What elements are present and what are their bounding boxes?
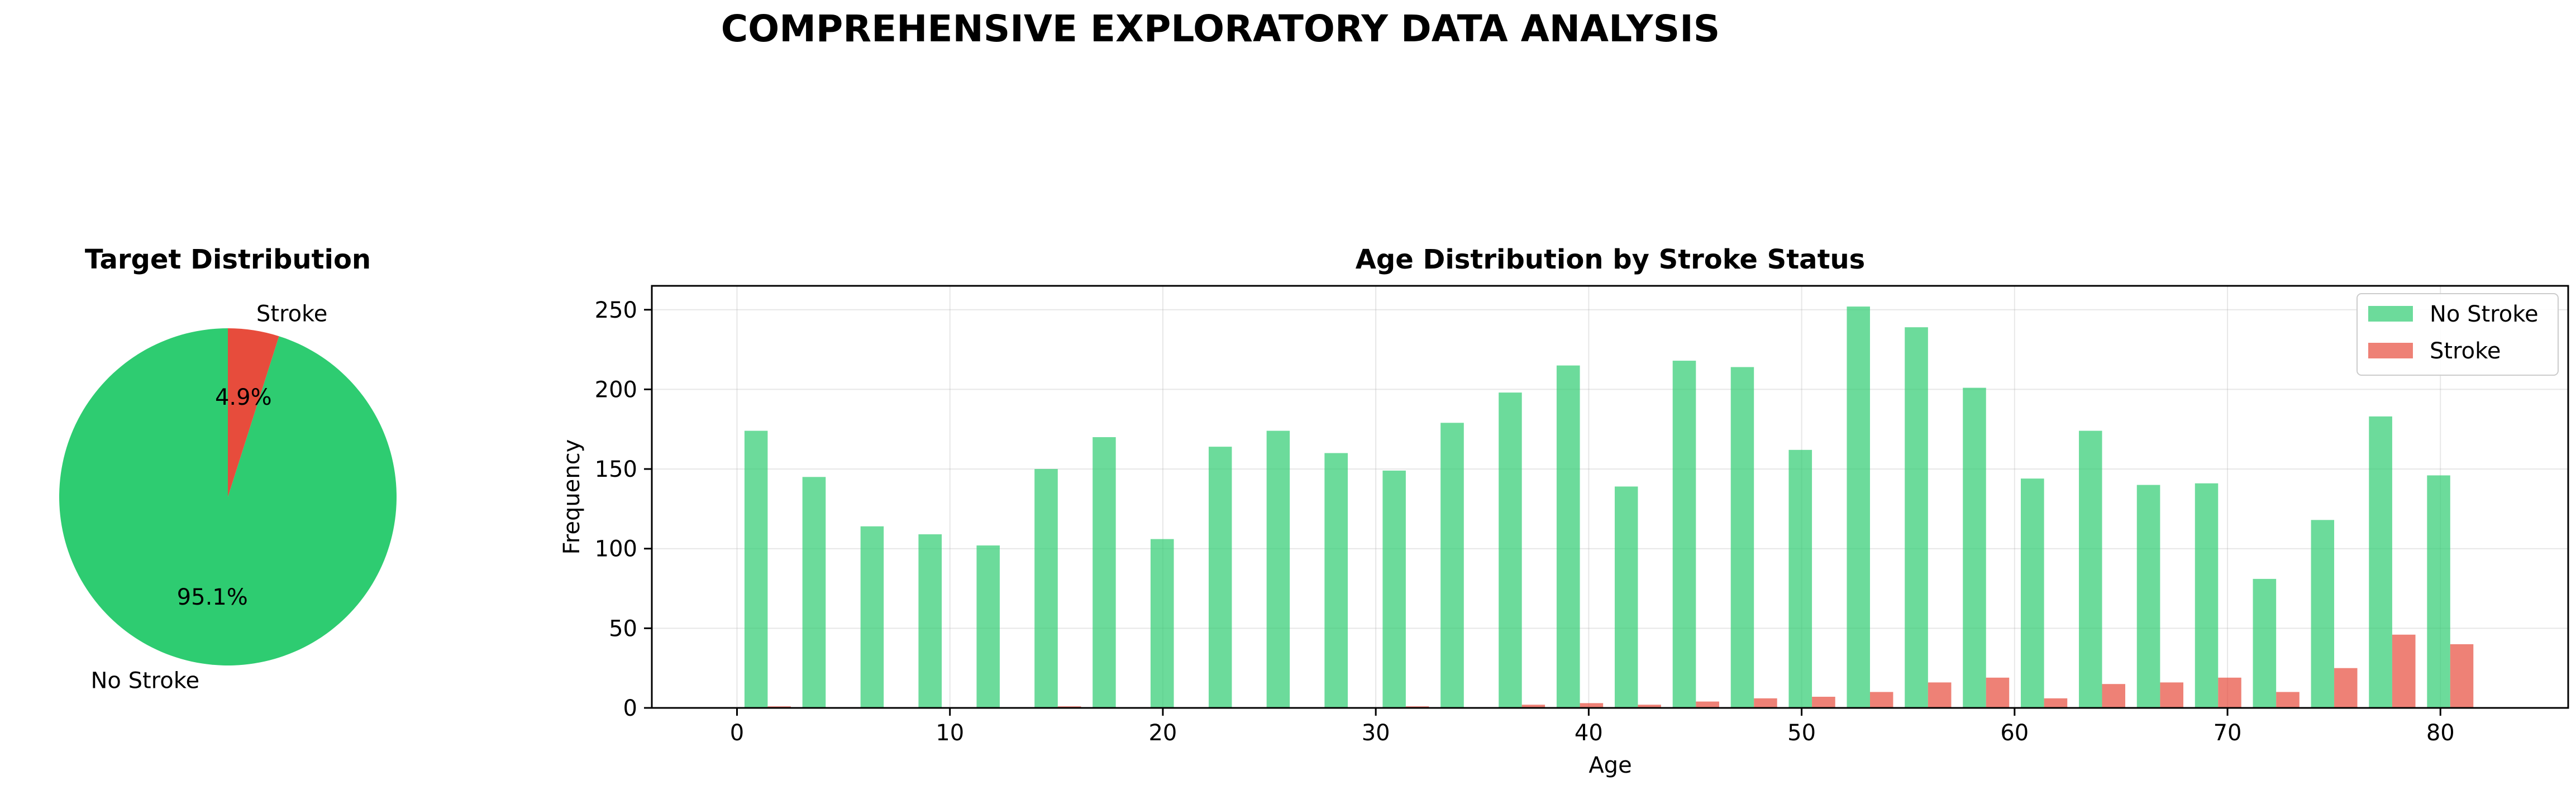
bar-stroke-28 [2392,634,2416,708]
plot-frame [651,285,2569,709]
pie-slice-stroke [228,328,279,497]
bar-no-stroke-21 [1963,387,1986,708]
y-tick-label: 150 [595,457,637,482]
bar-no-stroke-14 [1556,365,1580,708]
figure-title: COMPREHENSIVE EXPLORATORY DATA ANALYSIS [721,7,1720,50]
x-tick-label: 0 [730,720,744,746]
legend-swatch-stroke [2368,343,2413,358]
legend-swatch-no-stroke [2368,306,2413,322]
bar-no-stroke-2 [860,526,884,708]
bar-no-stroke-27 [2311,520,2335,708]
bar-no-stroke-11 [1382,470,1406,708]
bar-no-stroke-19 [1847,306,1870,708]
bar-stroke-15 [1638,705,1661,708]
bar-no-stroke-1 [802,477,826,708]
bar-stroke-17 [1754,698,1777,708]
bar-no-stroke-18 [1788,449,1812,708]
bar-no-stroke-3 [918,534,942,708]
y-tick-label: 250 [595,298,637,323]
bar-no-stroke-28 [2369,416,2392,708]
pie-title: Target Distribution [85,244,371,275]
bar-stroke-16 [1696,701,1719,708]
bar-no-stroke-8 [1208,447,1232,708]
x-tick-label: 70 [2214,720,2242,746]
bar-stroke-23 [2102,684,2125,708]
bar-stroke-26 [2276,692,2300,708]
bar-no-stroke-25 [2195,483,2219,708]
pie-label-stroke: Stroke [256,301,327,327]
y-axis-label: Frequency [559,439,585,555]
x-tick-label: 20 [1148,720,1177,746]
bar-title: Age Distribution by Stroke Status [1356,244,1866,275]
bar-no-stroke-23 [2079,430,2102,708]
bar-no-stroke-22 [2020,478,2044,708]
pie-chart: Target Distribution 95.1% No Stroke 4.9% St… [59,244,397,693]
legend: No Stroke Stroke [2356,293,2559,376]
legend-label-no-stroke: No Stroke [2430,301,2539,327]
bar-stroke-24 [2160,682,2184,708]
bar-chart: Age Distribution by Stroke Status 0 10 20 3… [559,244,2569,778]
bar-no-stroke-0 [744,430,768,708]
y-tick-label: 200 [595,377,637,403]
x-tick-label: 60 [2000,720,2029,746]
bar-no-stroke-12 [1440,423,1464,708]
y-tick-label: 0 [623,696,637,721]
x-tick-label: 10 [936,720,964,746]
x-axis-label: Age [1588,753,1632,778]
bar-no-stroke-13 [1499,392,1522,708]
pie-pct-label-no-stroke: 95.1% [177,585,248,610]
x-tick-label: 30 [1362,720,1390,746]
bar-stroke-20 [1928,682,1952,708]
bar-stroke-21 [1986,677,2010,708]
bar-no-stroke-4 [976,545,1000,708]
bar-stroke-13 [1521,705,1545,708]
bar-stroke-22 [2044,698,2068,708]
bar-stroke-29 [2450,644,2474,708]
pie-slice-no-stroke [59,328,397,665]
x-tick-label: 50 [1787,720,1816,746]
pie-pct-label-stroke: 4.9% [215,385,272,410]
bar-no-stroke-29 [2427,475,2450,708]
bar-no-stroke-5 [1034,469,1058,708]
bar-no-stroke-6 [1093,437,1116,708]
bar-no-stroke-20 [1905,327,1928,708]
bar-no-stroke-24 [2136,485,2160,708]
bar-stroke-19 [1869,692,1893,708]
bar-no-stroke-16 [1672,361,1696,708]
pie-label-no-stroke: No Stroke [90,668,199,693]
y-tick-label: 100 [595,537,637,562]
bar-no-stroke-15 [1614,486,1638,708]
bar-no-stroke-7 [1150,539,1174,708]
y-tick-label: 50 [609,616,637,641]
bar-stroke-27 [2334,668,2358,708]
bar-no-stroke-26 [2253,578,2277,708]
bar-stroke-14 [1580,703,1604,708]
bar-no-stroke-17 [1730,367,1754,708]
bar-no-stroke-9 [1266,430,1290,708]
bar-no-stroke-10 [1324,453,1348,708]
x-tick-label: 80 [2426,720,2455,746]
bar-stroke-25 [2218,677,2241,708]
legend-label-stroke: Stroke [2430,338,2501,364]
x-tick-label: 40 [1575,720,1603,746]
bar-stroke-18 [1812,697,1835,708]
